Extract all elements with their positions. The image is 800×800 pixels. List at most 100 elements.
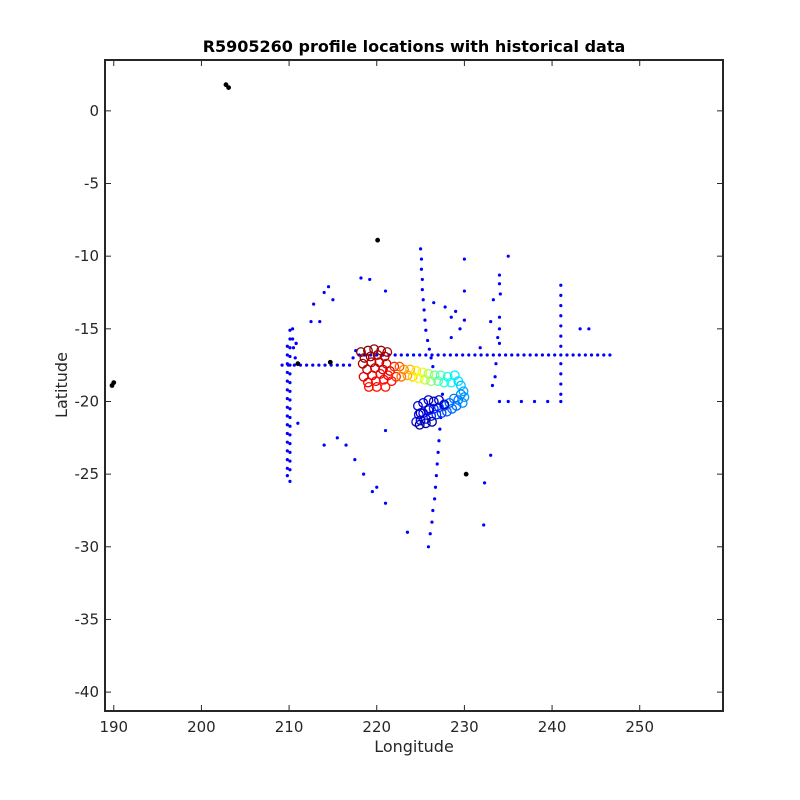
historical-profile-point: [490, 383, 495, 388]
historical-profile-point: [288, 346, 292, 350]
historical-profile-point: [583, 353, 587, 357]
y-tick-label: -25: [75, 465, 100, 483]
historical-profile-point: [288, 372, 292, 376]
y-tick-label: -35: [75, 610, 100, 628]
historical-profile-point: [370, 489, 374, 494]
historical-profile-point: [411, 353, 416, 357]
historical-profile-point: [443, 305, 447, 309]
historical-profile-point: [534, 353, 538, 357]
historical-profile-point: [510, 353, 514, 357]
float-profile-point: [363, 345, 373, 356]
historical-profile-point: [359, 276, 363, 280]
historical-profile-point: [285, 449, 289, 453]
historical-profile-point: [290, 337, 295, 341]
historical-profile-point: [506, 254, 510, 258]
x-tick-label: 250: [625, 718, 654, 736]
historical-profile-point: [559, 399, 563, 404]
historical-profile-point: [493, 375, 497, 379]
historical-profile-point: [285, 440, 289, 444]
historical-profile-point: [440, 392, 445, 396]
island-land-mark: [463, 471, 469, 477]
float-profile-point: [424, 403, 435, 414]
historical-profile-point: [288, 424, 292, 428]
historical-profile-point: [375, 353, 379, 357]
historical-profile-point: [436, 450, 440, 454]
historical-profile-point: [497, 353, 502, 357]
historical-profile-point: [419, 267, 424, 271]
historical-profile-point: [454, 309, 458, 313]
historical-profile-point: [482, 481, 487, 485]
historical-profile-point: [478, 346, 482, 350]
island-land-mark: [111, 380, 117, 385]
x-tick-label: 190: [99, 718, 128, 736]
x-tick-label: 240: [538, 718, 567, 736]
historical-profile-point: [288, 328, 292, 332]
historical-profile-point: [559, 293, 563, 298]
historical-profile-point: [424, 353, 428, 357]
historical-profile-point: [553, 353, 557, 357]
historical-profile-point: [368, 277, 372, 282]
historical-profile-point: [288, 380, 292, 385]
historical-profile-point: [462, 318, 467, 322]
historical-profile-point: [479, 353, 483, 357]
historical-profile-point: [458, 327, 462, 331]
historical-profile-point: [559, 392, 563, 396]
island-land-mark: [375, 237, 381, 243]
float-profile-point: [380, 382, 391, 392]
historical-profile-point: [491, 298, 495, 302]
historical-profile-point: [335, 363, 339, 367]
y-tick-label: -15: [75, 320, 100, 338]
historical-profile-point: [288, 442, 292, 446]
historical-profile-point: [383, 289, 388, 293]
historical-profile-point: [559, 344, 563, 348]
historical-profile-point: [285, 414, 289, 418]
historical-profile-point: [431, 365, 435, 369]
historical-profile-point: [491, 353, 495, 357]
float-profile-point: [414, 419, 425, 430]
x-tick-label: 210: [275, 718, 304, 736]
historical-profile-point: [296, 421, 300, 425]
historical-profile-point: [432, 301, 436, 305]
historical-profile-point: [405, 353, 410, 357]
float-profile-point: [433, 376, 444, 387]
historical-profile-point: [288, 389, 292, 393]
historical-profile-point: [286, 363, 290, 367]
historical-profile-point: [423, 318, 427, 322]
historical-profile-point: [546, 353, 551, 357]
historical-profile-point: [435, 462, 439, 466]
float-profile-point: [428, 396, 439, 407]
float-profile-point: [363, 382, 374, 392]
historical-profile-point: [497, 327, 502, 331]
island-land-mark: [226, 85, 232, 91]
historical-profile-point: [427, 347, 431, 351]
y-tick-label: -10: [75, 247, 100, 265]
historical-profile-point: [293, 356, 297, 360]
historical-profile-point: [285, 379, 289, 383]
historical-profile-point: [424, 328, 428, 332]
island-land-mark: [327, 359, 333, 365]
float-profile-point: [402, 370, 413, 381]
historical-profile-point: [418, 247, 423, 251]
historical-profile-point: [559, 372, 563, 376]
historical-profile-point: [596, 353, 600, 357]
y-tick-label: -5: [84, 175, 99, 193]
historical-profile-point: [288, 450, 292, 454]
float-profile-point: [391, 371, 401, 382]
x-axis-label: Longitude: [374, 737, 454, 756]
historical-profile-point: [285, 431, 289, 436]
historical-profile-point: [288, 354, 292, 359]
historical-profile-point: [434, 473, 438, 478]
historical-profile-point: [429, 356, 433, 360]
historical-profile-point: [602, 353, 606, 357]
historical-profile-point: [292, 363, 296, 367]
historical-profile-point: [285, 370, 289, 375]
historical-profile-point: [430, 520, 434, 524]
historical-profile-point: [294, 341, 298, 345]
historical-profile-point: [344, 443, 348, 447]
historical-profile-point: [285, 388, 289, 392]
historical-profile-point: [393, 353, 397, 357]
historical-profile-point: [430, 353, 434, 357]
historical-profile-point: [496, 335, 500, 340]
historical-profile-point: [341, 363, 346, 367]
